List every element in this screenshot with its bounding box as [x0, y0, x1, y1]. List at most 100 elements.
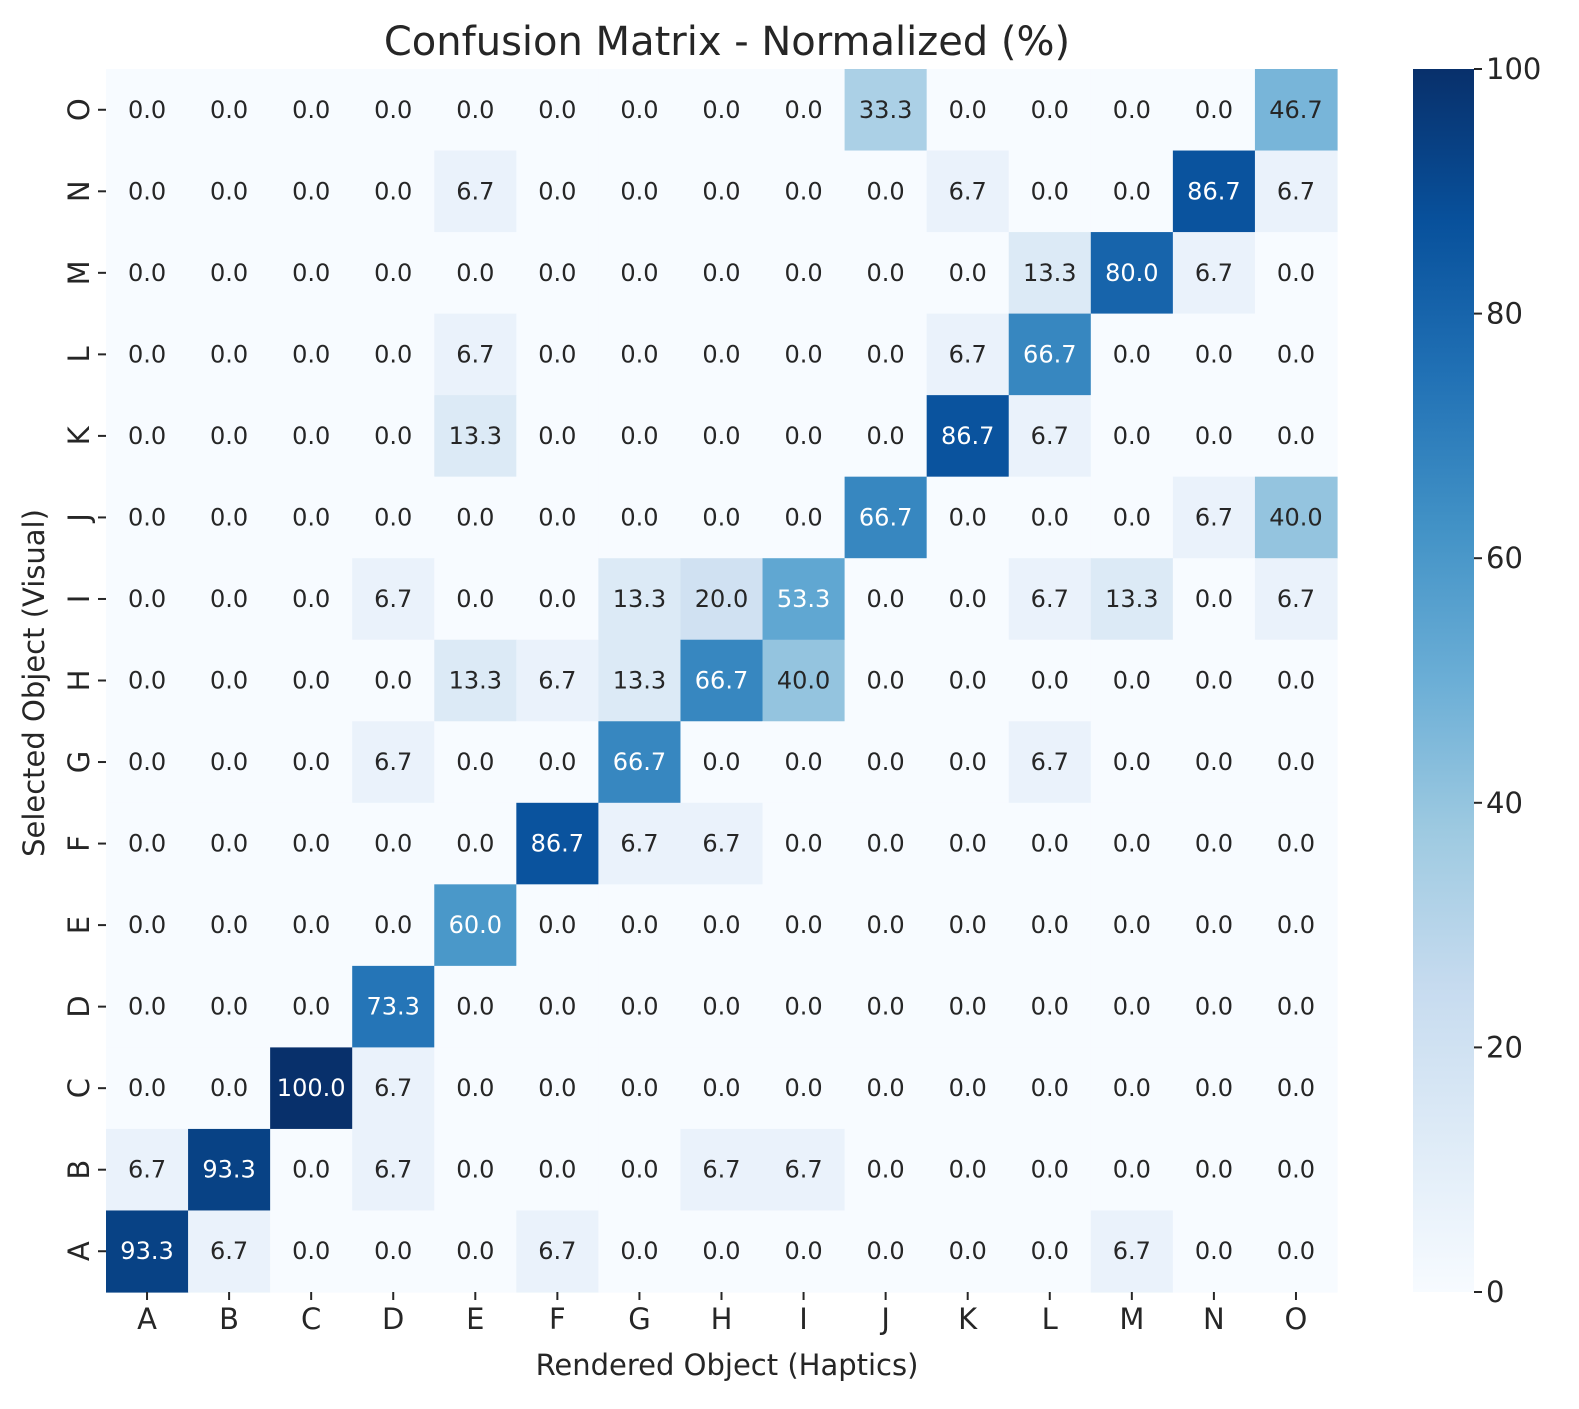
heatmap-cell-value: 0.0 — [456, 748, 494, 776]
heatmap-cell — [1090, 1210, 1174, 1293]
heatmap-cell-value: 6.7 — [784, 1156, 822, 1184]
heatmap-cell — [1090, 476, 1174, 559]
heatmap-cell-value: 6.7 — [374, 1074, 412, 1102]
y-tick-label: H — [62, 670, 96, 692]
heatmap-cell-value: 0.0 — [210, 422, 248, 450]
x-tick-label: K — [958, 1302, 978, 1336]
heatmap-cell-value: 0.0 — [128, 911, 166, 939]
heatmap-cell — [352, 721, 435, 804]
heatmap-cell — [434, 150, 517, 233]
heatmap-cell — [762, 802, 846, 885]
heatmap-cell — [1172, 558, 1256, 641]
heatmap-cell — [598, 721, 682, 804]
heatmap-cell — [1008, 558, 1092, 641]
x-tick-label: N — [1203, 1302, 1225, 1336]
heatmap-cell — [844, 232, 928, 315]
heatmap-cell — [270, 965, 353, 1048]
heatmap-cell — [106, 802, 189, 885]
heatmap-cell-value: 0.0 — [538, 1074, 576, 1102]
heatmap-cell — [680, 639, 764, 722]
heatmap-cell — [106, 1047, 189, 1130]
heatmap-cell-value: 6.7 — [210, 1237, 248, 1265]
heatmap-cell — [926, 150, 1010, 233]
heatmap-cell — [516, 1210, 599, 1293]
heatmap-cell — [844, 313, 928, 396]
heatmap-cell-value: 0.0 — [456, 1156, 494, 1184]
colorbar-tick-label: 0 — [1486, 1275, 1504, 1309]
heatmap-cell-value: 0.0 — [784, 911, 822, 939]
heatmap-cell — [1254, 69, 1338, 152]
heatmap-cell — [1254, 395, 1338, 478]
heatmap-cell — [516, 313, 599, 396]
heatmap-cell-value: 6.7 — [374, 748, 412, 776]
heatmap-cell — [926, 232, 1010, 315]
heatmap-cell-value: 0.0 — [292, 503, 330, 531]
heatmap-cell — [270, 150, 353, 233]
heatmap-cell — [1008, 639, 1092, 722]
heatmap-cell — [762, 313, 846, 396]
heatmap-cell-value: 66.7 — [613, 748, 666, 776]
heatmap-cell — [680, 232, 764, 315]
heatmap-cell — [1090, 965, 1174, 1048]
heatmap-cell-value: 0.0 — [374, 911, 412, 939]
heatmap-cell-value: 0.0 — [292, 177, 330, 205]
heatmap-cell — [1172, 884, 1256, 967]
heatmap-cell — [270, 721, 353, 804]
heatmap-cell — [598, 476, 682, 559]
heatmap-cell-value: 0.0 — [1195, 1237, 1233, 1265]
y-tick-label: C — [62, 1078, 96, 1098]
heatmap-cell — [106, 1128, 189, 1212]
x-tick-label: B — [219, 1302, 239, 1336]
x-tick-label: C — [301, 1302, 321, 1336]
heatmap-cell-value: 0.0 — [620, 340, 658, 368]
heatmap-cell-value: 0.0 — [1031, 667, 1069, 695]
y-tick-label: D — [62, 995, 96, 1017]
x-tick-label: J — [879, 1302, 890, 1336]
heatmap-cell — [188, 69, 271, 152]
heatmap-cell — [352, 639, 435, 722]
heatmap-cell-value: 0.0 — [784, 177, 822, 205]
x-tick-label: D — [382, 1302, 404, 1336]
heatmap-cell-value: 6.7 — [620, 830, 658, 858]
x-tick-label: F — [549, 1302, 566, 1336]
heatmap-cell-value: 13.3 — [613, 585, 666, 613]
heatmap-cell — [1090, 802, 1174, 885]
heatmap-cell — [844, 884, 928, 967]
heatmap-cell — [188, 232, 271, 315]
heatmap-cell — [762, 1210, 846, 1293]
heatmap-cell-value: 0.0 — [620, 1237, 658, 1265]
heatmap-cell-value: 86.7 — [941, 422, 994, 450]
x-tick-label: L — [1042, 1302, 1058, 1336]
heatmap-cell — [1254, 802, 1338, 885]
heatmap-cell — [106, 150, 189, 233]
heatmap-cell — [680, 965, 764, 1048]
heatmap-cell-value: 0.0 — [1195, 422, 1233, 450]
heatmap-cell-value: 0.0 — [702, 911, 740, 939]
heatmap-cell-value: 0.0 — [949, 96, 987, 124]
heatmap-cell-value: 0.0 — [1277, 1074, 1315, 1102]
heatmap-cell — [434, 232, 517, 315]
heatmap-cell — [598, 639, 682, 722]
heatmap-cell — [188, 1128, 271, 1212]
heatmap-cell-value: 6.7 — [1195, 503, 1233, 531]
heatmap-cell-value: 100.0 — [277, 1074, 346, 1102]
heatmap-cell — [844, 721, 928, 804]
heatmap-cell — [598, 232, 682, 315]
heatmap-cell — [844, 69, 928, 152]
y-tick-label: M — [62, 260, 96, 285]
heatmap-cell — [1172, 965, 1256, 1048]
heatmap-cell — [516, 965, 599, 1048]
heatmap-cell-value: 0.0 — [128, 177, 166, 205]
heatmap-cell — [516, 69, 599, 152]
heatmap-cell — [762, 721, 846, 804]
heatmap-cell-value: 0.0 — [210, 259, 248, 287]
heatmap-cell — [516, 884, 599, 967]
heatmap-cell-value: 60.0 — [449, 911, 502, 939]
heatmap-cell-value: 0.0 — [1113, 340, 1151, 368]
heatmap-cell-value: 86.7 — [1187, 177, 1240, 205]
heatmap-cell-value: 0.0 — [867, 911, 905, 939]
heatmap-cell — [926, 558, 1010, 641]
heatmap-cell-value: 6.7 — [702, 830, 740, 858]
heatmap-cell-value: 0.0 — [1195, 585, 1233, 613]
heatmap-cell-value: 0.0 — [292, 830, 330, 858]
